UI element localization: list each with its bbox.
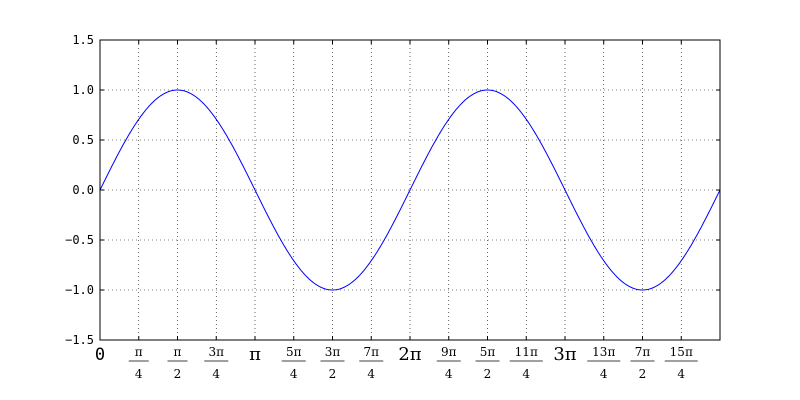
tick-marks: [99, 39, 720, 341]
x-tick-numerator: 13π: [592, 345, 615, 359]
x-tick-denominator: 4: [522, 367, 530, 381]
y-tick-label: −1.0: [65, 283, 94, 297]
x-tick-numerator: 15π: [670, 345, 693, 359]
y-tick-label: −1.5: [65, 333, 94, 347]
plot-area-frame: [99, 39, 721, 341]
x-tick-label: 2π: [398, 344, 421, 365]
y-tick-label: 0.0: [72, 183, 94, 197]
y-tick-labels: −1.5 −1.0 −0.5 0.0 0.5 1.0 1.5: [65, 33, 94, 347]
y-tick-label: 0.5: [72, 133, 94, 147]
x-tick-label: π: [249, 344, 261, 365]
x-tick-numerator: π: [135, 345, 143, 359]
x-tick-denominator: 4: [445, 367, 453, 381]
x-tick-label-text: 3π: [553, 344, 576, 365]
x-tick-numerator: 3π: [208, 345, 224, 359]
x-tick-label: 9π 4: [436, 345, 461, 381]
sine-curve-line: [99, 89, 721, 291]
x-tick-label: 5π 2: [475, 345, 500, 381]
x-tick-label-text: π: [249, 344, 261, 365]
x-tick-label: 3π: [553, 344, 576, 365]
x-tick-numerator: 3π: [325, 345, 341, 359]
x-tick-denominator: 2: [174, 367, 182, 381]
x-tick-label: 3π 4: [204, 345, 229, 381]
x-tick-numerator: 5π: [286, 345, 302, 359]
x-tick-label: π4: [128, 345, 149, 381]
y-tick-label: −0.5: [65, 233, 94, 247]
x-tick-denominator: 4: [367, 367, 375, 381]
x-tick-denominator: 4: [600, 367, 608, 381]
x-tick-label: 3π 2: [320, 345, 345, 381]
x-tick-denominator: 4: [135, 367, 143, 381]
x-tick-label: 5π 4: [281, 345, 306, 381]
x-tick-denominator: 4: [290, 367, 298, 381]
x-tick-label: 0: [95, 345, 105, 365]
x-tick-denominator: 2: [639, 367, 647, 381]
x-tick-label: 7π 2: [630, 345, 655, 381]
y-tick-label: 1.0: [72, 83, 94, 97]
x-tick-numerator: 9π: [441, 345, 457, 359]
x-tick-label: 11π 4: [509, 345, 543, 381]
x-tick-numerator: 7π: [363, 345, 379, 359]
x-tick-numerator: 7π: [635, 345, 651, 359]
grid: [100, 40, 720, 340]
x-tick-label: 7π 4: [359, 345, 384, 381]
x-tick-label: π2: [167, 345, 188, 381]
x-tick-label-text: 0: [95, 345, 105, 365]
x-tick-denominator: 2: [484, 367, 492, 381]
x-tick-denominator: 4: [212, 367, 220, 381]
x-tick-denominator: 2: [329, 367, 337, 381]
x-tick-numerator: 5π: [480, 345, 496, 359]
x-tick-numerator: 11π: [515, 345, 538, 359]
x-tick-denominator: 4: [677, 367, 685, 381]
x-tick-label: 15π 4: [664, 345, 698, 381]
x-tick-label: 13π 4: [587, 345, 621, 381]
y-tick-label: 1.5: [72, 33, 94, 47]
x-tick-label-text: 2π: [398, 344, 421, 365]
x-tick-numerator: π: [174, 345, 182, 359]
